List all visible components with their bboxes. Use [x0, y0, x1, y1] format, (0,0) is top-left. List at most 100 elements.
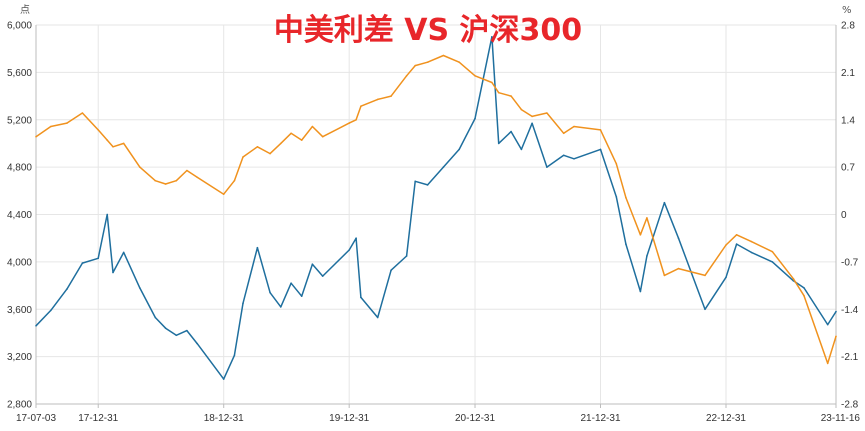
data-point: [66, 122, 68, 124]
right-y-tick-label: 0: [841, 210, 847, 221]
data-point: [300, 295, 303, 298]
data-point: [269, 152, 271, 155]
data-point: [106, 139, 108, 141]
data-point: [348, 122, 351, 124]
data-point: [663, 274, 666, 277]
x-tick-label: 20-12-31: [455, 413, 495, 424]
right-y-tick-label: 1.4: [841, 115, 855, 126]
data-point: [735, 243, 738, 245]
tick-labels: 2,800 3,200 3,600 4,000 4,400 4,800 5,200 5,600…: [7, 21, 860, 425]
data-point: [750, 240, 753, 243]
data-point: [186, 329, 188, 332]
data-point: [390, 95, 392, 97]
right-y-tick-label: -2.1: [841, 352, 859, 363]
x-tick-label: 21-12-31: [580, 413, 620, 424]
x-tick-label: 17-07-03: [16, 413, 56, 424]
data-point: [803, 294, 805, 297]
data-point: [835, 310, 837, 313]
data-point: [360, 296, 362, 299]
left-axis-unit: 点: [20, 4, 30, 16]
data-point: [725, 244, 727, 246]
data-point: [735, 234, 738, 236]
data-point: [599, 129, 602, 131]
data-point: [826, 323, 829, 326]
data-point: [164, 183, 167, 185]
data-point: [474, 117, 476, 120]
data-point: [704, 308, 706, 311]
data-point: [491, 81, 493, 84]
data-point: [300, 139, 303, 141]
data-point: [442, 54, 445, 57]
x-tick-label: 19-12-31: [329, 413, 369, 424]
left-y-tick-label: 3,600: [7, 305, 32, 316]
x-tick-label: 17-12-31: [78, 413, 118, 424]
data-point: [497, 142, 500, 145]
data-point: [222, 378, 225, 380]
data-point: [81, 112, 84, 114]
data-point: [280, 142, 282, 145]
data-point: [154, 316, 157, 319]
data-point: [50, 125, 52, 128]
data-point: [35, 135, 37, 138]
data-point: [458, 148, 461, 151]
data-point: [458, 61, 461, 63]
right-y-tick-label: -0.7: [841, 257, 859, 268]
data-point: [531, 122, 533, 125]
data-point: [280, 306, 282, 308]
data-point: [242, 302, 244, 305]
data-point: [122, 251, 125, 254]
data-point: [106, 213, 108, 216]
data-point: [663, 201, 666, 204]
data-point: [562, 132, 565, 135]
data-point: [426, 61, 429, 63]
data-point: [311, 125, 314, 128]
data-point: [520, 148, 523, 151]
data-point: [390, 269, 392, 272]
data-point: [510, 130, 512, 133]
data-point: [233, 354, 236, 357]
data-point: [677, 267, 680, 270]
left-y-tick-label: 4,800: [7, 163, 32, 174]
data-point: [639, 290, 642, 293]
data-point: [625, 243, 627, 245]
data-point: [792, 278, 795, 280]
data-point: [112, 146, 114, 148]
data-point: [546, 166, 548, 168]
data-point: [646, 217, 648, 219]
right-y-tick-label: -1.4: [841, 305, 859, 316]
left-y-tick-label: 4,000: [7, 257, 32, 268]
data-point: [139, 166, 141, 168]
right-axis-unit: %: [842, 5, 852, 16]
data-point: [50, 309, 52, 312]
data-point: [97, 129, 99, 131]
data-point: [256, 246, 259, 249]
data-point: [426, 184, 429, 186]
data-point: [599, 148, 602, 151]
data-point: [355, 119, 357, 121]
data-point: [725, 276, 727, 279]
data-point: [750, 251, 753, 254]
data-point: [122, 142, 125, 145]
left-y-tick-label: 5,600: [7, 68, 32, 79]
data-point: [321, 275, 324, 277]
data-point: [233, 179, 236, 182]
x-tick-label: 23-11-16: [821, 413, 861, 424]
data-point: [625, 196, 627, 199]
data-point: [175, 179, 178, 182]
data-point: [186, 169, 188, 172]
data-point: [405, 75, 408, 77]
data-point: [826, 362, 829, 365]
data-point: [139, 287, 141, 289]
data-point: [573, 125, 575, 128]
data-point: [615, 162, 618, 165]
right-y-tick-label: 2.1: [841, 68, 855, 79]
data-point: [510, 95, 512, 97]
data-point: [360, 105, 362, 107]
data-point: [311, 263, 314, 266]
data-point: [97, 257, 99, 260]
chart-title: 中美利差 VS 沪深300: [274, 13, 582, 48]
data-point: [35, 325, 37, 327]
data-point: [81, 262, 84, 264]
data-point: [771, 261, 774, 263]
